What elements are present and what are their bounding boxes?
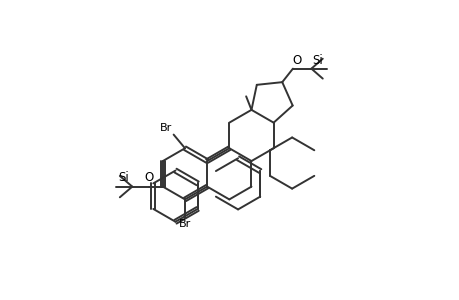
Text: Si: Si	[311, 53, 322, 67]
Text: O: O	[291, 53, 301, 67]
Text: Si: Si	[118, 172, 129, 184]
Text: Br: Br	[179, 219, 191, 229]
Text: O: O	[145, 172, 154, 184]
Text: Br: Br	[159, 123, 172, 133]
